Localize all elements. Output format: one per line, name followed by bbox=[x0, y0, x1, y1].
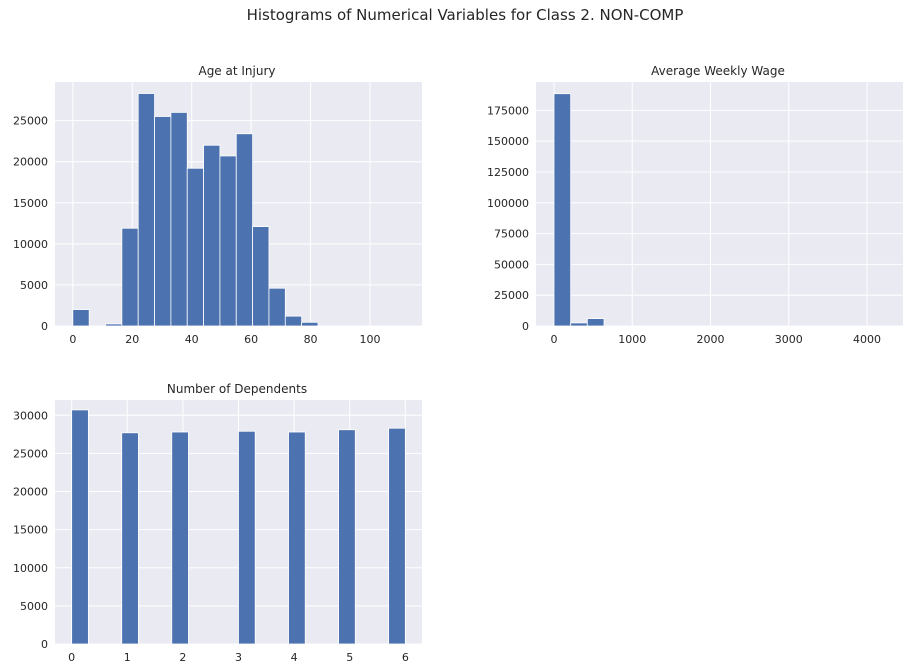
y-tick-label: 20000 bbox=[13, 156, 48, 169]
histogram-bar bbox=[171, 431, 189, 645]
y-tick-label: 0 bbox=[41, 638, 48, 651]
histogram-bar bbox=[586, 318, 605, 327]
figure-title: Histograms of Numerical Variables for Cl… bbox=[247, 6, 684, 24]
x-tick-label: 0 bbox=[550, 333, 557, 346]
panel-title: Age at Injury bbox=[198, 64, 275, 78]
x-tick-label: 4000 bbox=[853, 333, 881, 346]
y-tick-label: 100000 bbox=[487, 197, 529, 210]
y-tick-label: 175000 bbox=[487, 104, 529, 117]
y-tick-label: 10000 bbox=[13, 238, 48, 251]
histogram-bar bbox=[238, 430, 256, 645]
y-tick-label: 15000 bbox=[13, 197, 48, 210]
x-tick-label: 0 bbox=[69, 333, 76, 346]
y-tick-label: 15000 bbox=[13, 524, 48, 537]
y-tick-label: 75000 bbox=[494, 228, 529, 241]
y-tick-label: 25000 bbox=[494, 289, 529, 302]
y-tick-label: 25000 bbox=[13, 447, 48, 460]
histogram-bar bbox=[235, 133, 254, 327]
x-tick-label: 0 bbox=[68, 651, 75, 664]
y-tick-label: 30000 bbox=[13, 409, 48, 422]
histogram-bar bbox=[284, 315, 303, 327]
x-tick-label: 80 bbox=[304, 333, 318, 346]
histogram-bar bbox=[288, 431, 306, 645]
x-tick-label: 4 bbox=[291, 651, 298, 664]
histogram-bar bbox=[71, 409, 89, 645]
y-tick-label: 0 bbox=[522, 320, 529, 333]
x-tick-label: 1000 bbox=[618, 333, 646, 346]
histogram-bar bbox=[137, 93, 155, 327]
average-weekly-wage-panel: Average Weekly Wage 0 25000 50000 75000 1000… bbox=[487, 64, 903, 346]
histogram-bar bbox=[570, 322, 588, 327]
histogram-bar bbox=[388, 427, 406, 645]
histogram-bar bbox=[301, 321, 319, 327]
x-tick-label: 3000 bbox=[775, 333, 803, 346]
y-tick-label: 50000 bbox=[494, 258, 529, 271]
x-tick-label: 6 bbox=[402, 651, 409, 664]
x-tick-label: 3 bbox=[235, 651, 242, 664]
histogram-bar bbox=[203, 144, 221, 327]
histogram-bar bbox=[154, 116, 172, 327]
panel-title: Average Weekly Wage bbox=[651, 64, 785, 78]
panel-title: Number of Dependents bbox=[167, 382, 307, 396]
x-tick-label: 5 bbox=[346, 651, 353, 664]
y-tick-label: 5000 bbox=[20, 600, 48, 613]
y-tick-label: 5000 bbox=[20, 279, 48, 292]
y-tick-label: 10000 bbox=[13, 562, 48, 575]
y-tick-label: 25000 bbox=[13, 115, 48, 128]
histogram-bar bbox=[219, 155, 237, 327]
histogram-bar bbox=[338, 429, 356, 645]
histogram-bar bbox=[553, 93, 572, 327]
x-tick-label: 2000 bbox=[697, 333, 725, 346]
histogram-bar bbox=[170, 111, 188, 327]
histogram-bar bbox=[105, 323, 123, 327]
x-tick-label: 1 bbox=[124, 651, 131, 664]
histogram-bar bbox=[121, 227, 139, 327]
x-tick-label: 40 bbox=[185, 333, 199, 346]
y-tick-label: 150000 bbox=[487, 135, 529, 148]
y-tick-label: 20000 bbox=[13, 486, 48, 499]
x-tick-label: 60 bbox=[244, 333, 258, 346]
histogram-bar bbox=[252, 226, 270, 327]
x-tick-label: 100 bbox=[359, 333, 380, 346]
histogram-bar bbox=[186, 167, 204, 327]
histogram-bar bbox=[72, 309, 90, 327]
age-at-injury-panel: Age at Injury 0 5000 10000 15000 20000 25000 0… bbox=[13, 64, 422, 346]
y-tick-label: 0 bbox=[41, 320, 48, 333]
plot-area bbox=[536, 82, 903, 326]
histogram-bar bbox=[268, 287, 286, 327]
x-tick-label: 20 bbox=[125, 333, 139, 346]
y-tick-label: 125000 bbox=[487, 166, 529, 179]
histogram-bar bbox=[121, 432, 139, 645]
x-tick-label: 2 bbox=[179, 651, 186, 664]
number-of-dependents-panel: Number of Dependents 0 5000 10000 15000 2000… bbox=[13, 382, 422, 664]
